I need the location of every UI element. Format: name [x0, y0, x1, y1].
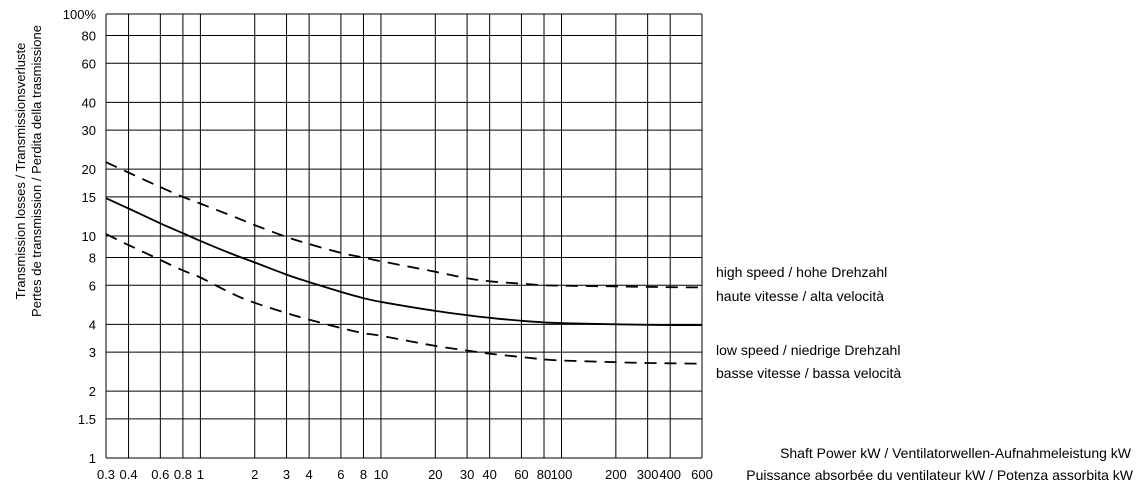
y-tick-label: 4 [89, 317, 96, 332]
y-tick-label: 15 [82, 190, 96, 205]
y-tick-label: 10 [82, 229, 96, 244]
high-speed-curve [105, 161, 703, 289]
x-tick-label: 3 [283, 467, 290, 482]
x-tick-label: 600 [691, 467, 713, 482]
x-tick-label: 6 [337, 467, 344, 482]
x-tick-label: 30 [460, 467, 474, 482]
x-tick-label: 2 [251, 467, 258, 482]
x-tick-label: 300 [637, 467, 659, 482]
nominal-curve [105, 197, 703, 327]
y-tick-label: 60 [82, 56, 96, 71]
y-tick-label: 80 [82, 29, 96, 44]
y-axis-label-line1: Transmission losses / Transmissionsverlu… [13, 43, 28, 300]
x-tick-label: 0.8 [174, 467, 192, 482]
y-tick-label: 6 [89, 278, 96, 293]
x-tick-label: 40 [482, 467, 496, 482]
x-axis-label-line2: Puissance absorbée du ventilateur kW / P… [746, 467, 1134, 483]
low-speed-curve [105, 233, 703, 365]
y-tick-labels: 100% 80 60 40 30 20 15 10 8 6 4 3 2 1.5 1 [63, 7, 97, 466]
low-speed-label-line1: low speed / niedrige Drehzahl [716, 342, 900, 358]
x-tick-label: 100 [551, 467, 573, 482]
x-tick-label: 10 [374, 467, 388, 482]
y-tick-label: 1 [89, 451, 96, 466]
x-tick-label: 0.4 [120, 467, 138, 482]
y-axis-label-line2: Pertes de transmission / Perdita della t… [29, 25, 44, 317]
y-tick-label: 1.5 [78, 412, 96, 427]
x-tick-label: 200 [605, 467, 627, 482]
y-tick-label: 40 [82, 95, 96, 110]
high-speed-label-line1: high speed / hohe Drehzahl [716, 264, 887, 280]
low-speed-label-line2: basse vitesse / bassa velocità [716, 365, 901, 381]
x-tick-label: 60 [514, 467, 528, 482]
x-tick-label: 0.3 [97, 467, 115, 482]
y-tick-label: 30 [82, 123, 96, 138]
y-tick-label: 3 [89, 345, 96, 360]
x-tick-label: 400 [659, 467, 681, 482]
x-tick-label: 1 [197, 467, 204, 482]
high-speed-label-line2: haute vitesse / alta velocità [716, 288, 884, 304]
x-axis-label-line1: Shaft Power kW / Ventilatorwellen-Aufnah… [780, 445, 1132, 461]
y-tick-label: 100% [63, 7, 97, 22]
curves [105, 161, 703, 365]
x-tick-label: 0.6 [151, 467, 169, 482]
x-tick-label: 80 [537, 467, 551, 482]
x-tick-label: 20 [428, 467, 442, 482]
y-tick-label: 20 [82, 162, 96, 177]
grid [105, 13, 703, 459]
x-tick-label: 4 [305, 467, 312, 482]
y-tick-label: 2 [89, 384, 96, 399]
x-tick-label: 8 [360, 467, 367, 482]
x-tick-labels: 0.3 0.4 0.6 0.8 1 2 3 4 6 8 10 20 30 40 60 80 100 200 300 4… [97, 467, 713, 482]
y-tick-label: 8 [89, 251, 96, 266]
